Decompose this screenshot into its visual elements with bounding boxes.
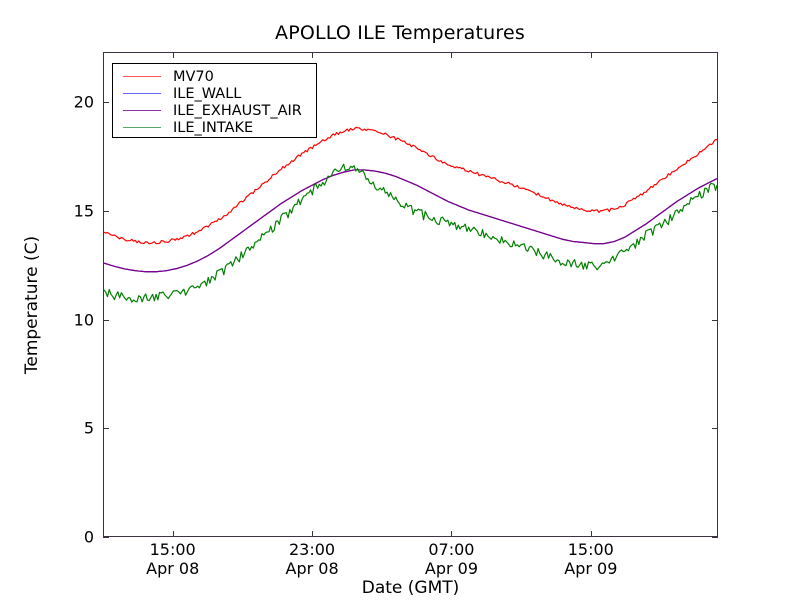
legend-color-swatch bbox=[123, 110, 161, 111]
x-axis-tick-mark bbox=[451, 531, 453, 537]
legend-item-label: ILE_WALL bbox=[173, 85, 242, 102]
chart-legend: MV70 ILE_WALL ILE_EXHAUST_AIR ILE_INTAKE bbox=[112, 63, 317, 138]
page-title: APOLLO ILE Temperatures bbox=[275, 22, 525, 44]
y-axis-tick-mark bbox=[103, 428, 109, 430]
y-axis-tick-labels: 0 5 10 15 20 bbox=[0, 0, 94, 600]
x-tick-date: Apr 09 bbox=[564, 559, 618, 578]
legend-color-swatch bbox=[123, 76, 161, 77]
legend-item-label: ILE_INTAKE bbox=[173, 119, 254, 136]
series-line-mv70 bbox=[104, 126, 717, 245]
y-axis-tick-label: 20 bbox=[73, 92, 94, 112]
legend-item-ile_intake: ILE_INTAKE bbox=[113, 119, 316, 136]
y-axis-tick-mark bbox=[712, 537, 718, 538]
y-axis-tick-mark bbox=[712, 102, 718, 104]
x-tick-time: 15:00 bbox=[567, 540, 614, 559]
x-axis-tick-mark bbox=[172, 531, 174, 537]
series-line-ile_wall bbox=[104, 169, 717, 273]
y-axis-tick-label: 10 bbox=[73, 310, 94, 329]
x-axis-tick-mark bbox=[312, 531, 314, 537]
y-axis-tick-mark bbox=[103, 319, 109, 321]
y-axis-tick-mark bbox=[712, 319, 718, 321]
x-axis-tick-label: 15:00 Apr 08 bbox=[146, 540, 199, 578]
x-axis-tick-label: 07:00 Apr 09 bbox=[425, 540, 478, 578]
series-line-ile_exhaust_air bbox=[104, 169, 717, 273]
series-line-ile_intake bbox=[104, 163, 717, 303]
x-tick-date: Apr 08 bbox=[146, 559, 200, 578]
series-lines bbox=[104, 126, 717, 303]
y-axis-tick-mark bbox=[103, 210, 109, 212]
x-tick-time: 07:00 bbox=[428, 540, 475, 559]
legend-item-mv70: MV70 bbox=[113, 68, 316, 85]
x-axis-tick-mark bbox=[590, 531, 592, 537]
x-axis-tick-label: 15:00 Apr 09 bbox=[564, 540, 617, 578]
legend-color-swatch bbox=[123, 127, 161, 128]
x-tick-date: Apr 08 bbox=[285, 559, 339, 578]
legend-item-ile_wall: ILE_WALL bbox=[113, 85, 316, 102]
y-axis-tick-label: 15 bbox=[73, 201, 94, 221]
x-axis-tick-mark bbox=[312, 52, 314, 58]
x-tick-time: 15:00 bbox=[149, 540, 196, 559]
x-tick-date: Apr 09 bbox=[424, 559, 478, 578]
y-axis-tick-label: 0 bbox=[83, 527, 94, 547]
x-axis-tick-label: 23:00 Apr 08 bbox=[286, 540, 339, 578]
legend-item-ile_exhaust_air: ILE_EXHAUST_AIR bbox=[113, 102, 316, 119]
x-tick-time: 23:00 bbox=[289, 540, 336, 559]
x-axis-tick-mark bbox=[451, 52, 453, 58]
legend-item-label: MV70 bbox=[173, 68, 214, 85]
legend-color-swatch bbox=[123, 93, 161, 94]
y-axis-tick-mark bbox=[712, 210, 718, 212]
x-axis-label: Date (GMT) bbox=[361, 578, 460, 598]
y-axis-tick-mark bbox=[712, 428, 718, 430]
x-axis-tick-mark bbox=[172, 52, 174, 58]
y-axis-label: Temperature (C) bbox=[22, 235, 42, 375]
y-axis-tick-label: 5 bbox=[83, 418, 94, 438]
x-axis-tick-mark bbox=[590, 52, 592, 58]
y-axis-tick-mark bbox=[103, 102, 109, 104]
y-axis-tick-mark bbox=[103, 537, 109, 538]
legend-item-label: ILE_EXHAUST_AIR bbox=[173, 102, 302, 119]
